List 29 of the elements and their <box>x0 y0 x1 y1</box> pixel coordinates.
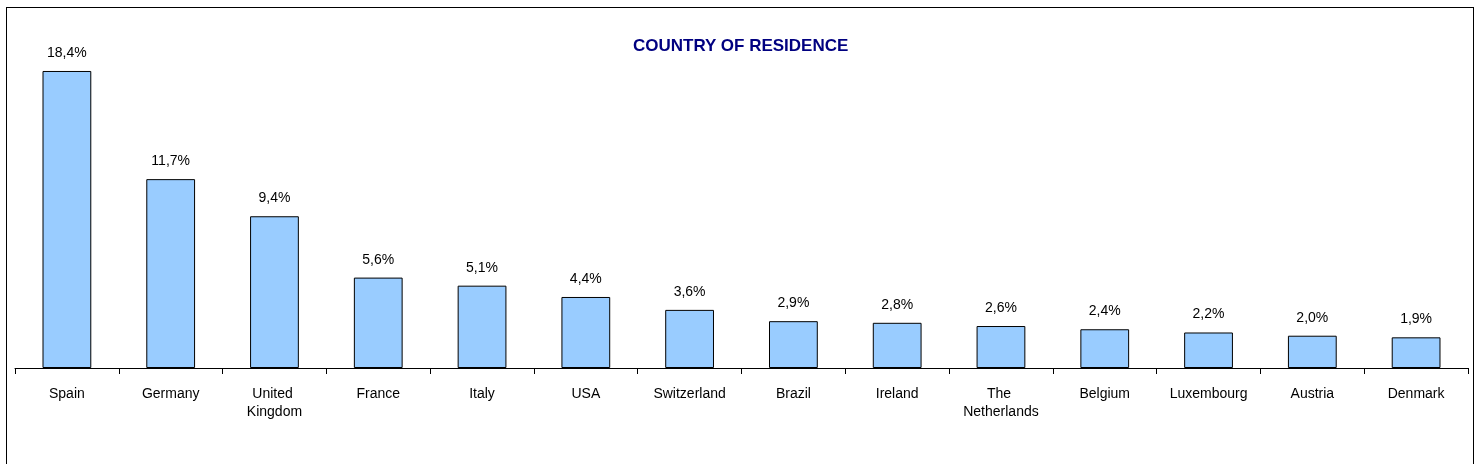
data-label: 2,9% <box>777 294 810 311</box>
data-label: 9,4% <box>258 189 291 206</box>
data-label: 1,9% <box>1400 310 1433 327</box>
data-label: 4,4% <box>569 269 602 286</box>
data-label: 2,6% <box>985 299 1017 316</box>
x-tick-label: Brazil <box>775 385 811 401</box>
x-tick-label: Italy <box>469 385 495 401</box>
data-label: 11,7% <box>151 152 191 169</box>
x-tick-label: Spain <box>48 385 85 401</box>
x-tick-label: Ireland <box>875 385 919 401</box>
x-tick-label: Luxembourg <box>1169 385 1248 401</box>
x-tick-label: United Kingdom <box>246 385 303 419</box>
x-tick-label: The Netherlands <box>963 385 1039 419</box>
chart-title: COUNTRY OF RESIDENCE <box>633 36 849 55</box>
data-label: 2,0% <box>1296 308 1329 325</box>
x-tick-label: Denmark <box>1387 385 1446 401</box>
data-label: 2,4% <box>1088 302 1121 319</box>
x-tick-label: Switzerland <box>653 385 726 401</box>
data-label: 2,2% <box>1192 305 1225 322</box>
x-tick-label: USA <box>571 385 601 401</box>
data-label: 2,8% <box>881 295 914 312</box>
data-label: 5,6% <box>362 250 395 267</box>
data-label: 5,1% <box>466 258 498 275</box>
x-tick-label: Germany <box>141 385 200 401</box>
x-tick-label: Austria <box>1290 385 1335 401</box>
x-tick-label: Belgium <box>1079 385 1131 401</box>
data-label: 3,6% <box>673 282 706 299</box>
x-tick-label: France <box>356 385 401 401</box>
data-label: 18,4% <box>47 43 87 60</box>
